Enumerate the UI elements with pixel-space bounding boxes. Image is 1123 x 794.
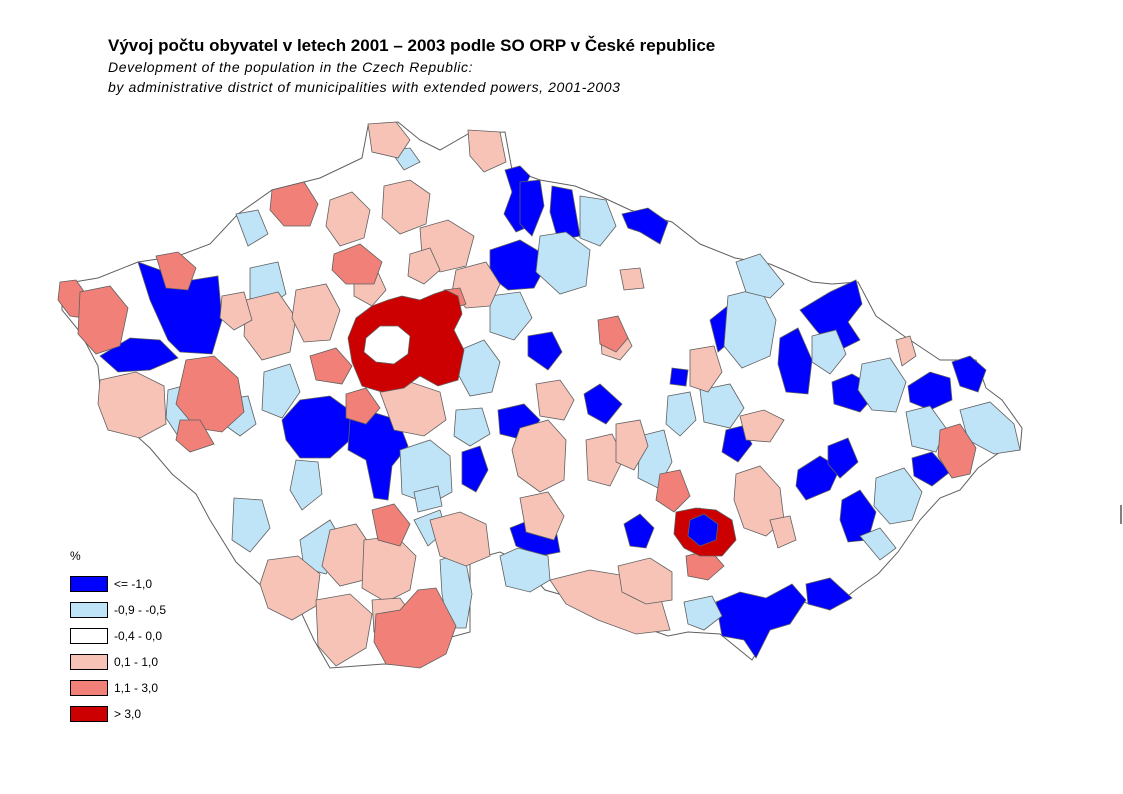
district-shape: [535, 379, 575, 421]
district-shape: [399, 439, 453, 505]
district-shape: [519, 491, 565, 541]
district-shape: [155, 251, 197, 291]
district-shape: [579, 195, 617, 247]
district-shape: [687, 513, 719, 547]
district-shape: [511, 419, 567, 493]
district-shape: [715, 583, 807, 659]
district-shape: [467, 129, 507, 173]
district-shape: [873, 467, 923, 525]
district-shape: [795, 455, 841, 501]
district-shape: [811, 329, 847, 375]
legend-item: -0,4 - 0,0: [70, 623, 166, 649]
district-shape: [243, 291, 297, 361]
district-shape: [325, 191, 371, 247]
district-shape: [585, 433, 625, 487]
legend-item: 1,1 - 3,0: [70, 675, 166, 701]
district-shape: [367, 121, 411, 159]
map-subtitle-line-1: Development of the population in the Cze…: [108, 59, 474, 75]
district-shape: [315, 593, 373, 667]
legend-label: 1,1 - 3,0: [114, 681, 159, 695]
district-shape: [907, 371, 953, 411]
map-title: Vývoj počtu obyvatel v letech 2001 – 200…: [108, 36, 716, 55]
legend-label: -0,9 - -0,5: [114, 603, 167, 617]
district-shape: [489, 291, 533, 341]
district-shape: [699, 383, 745, 429]
district-shape: [407, 247, 441, 285]
district-shape: [911, 451, 951, 487]
district-shapes: [57, 121, 1021, 669]
district-shape: [735, 253, 785, 299]
legend-label: -0,4 - 0,0: [114, 629, 163, 643]
district-shape: [623, 513, 655, 549]
district-shape: [669, 367, 689, 387]
district-shape: [345, 387, 381, 425]
district-shape: [259, 555, 321, 621]
district-shape: [689, 345, 723, 393]
district-shape: [683, 595, 723, 631]
district-shape: [175, 355, 245, 433]
district-shape: [461, 445, 489, 493]
district-shape: [951, 355, 987, 393]
legend-swatch: [70, 602, 108, 618]
legend-swatch: [70, 706, 108, 722]
district-shape: [261, 363, 301, 419]
district-shape: [175, 419, 215, 453]
district-shape: [827, 437, 859, 479]
district-shape: [331, 243, 383, 285]
district-shape: [535, 231, 591, 295]
district-shape: [373, 587, 457, 669]
legend-item: > 3,0: [70, 701, 166, 727]
district-shape: [219, 291, 253, 331]
district-shape: [621, 207, 669, 245]
map-subtitle-line-2: by administrative district of municipali…: [108, 79, 621, 95]
district-shape: [665, 391, 697, 437]
district-shape: [617, 557, 673, 605]
district-shape: [235, 209, 269, 247]
legend-label: > 3,0: [114, 707, 142, 721]
district-shape: [429, 511, 491, 567]
district-shape: [289, 459, 323, 511]
district-shape: [859, 527, 897, 561]
district-shape: [371, 503, 411, 547]
district-shape: [347, 411, 409, 501]
legend-item: -0,9 - -0,5: [70, 597, 166, 623]
district-shape: [363, 325, 411, 365]
district-shape: [231, 497, 271, 553]
district-shape: [381, 179, 431, 235]
district-shape: [739, 409, 785, 443]
district-shape: [583, 383, 623, 425]
legend-item: 0,1 - 1,0: [70, 649, 166, 675]
district-shape: [805, 577, 853, 611]
district-shape: [97, 371, 167, 439]
district-shape: [269, 181, 319, 227]
legend-swatch: [70, 654, 108, 670]
legend-swatch: [70, 576, 108, 592]
legend-item: <= -1,0: [70, 571, 166, 597]
district-shape: [597, 315, 629, 353]
district-shape: [291, 283, 341, 343]
district-shape: [777, 327, 813, 395]
district-shape: [527, 331, 563, 371]
legend-label: 0,1 - 1,0: [114, 655, 159, 669]
district-shape: [309, 347, 353, 385]
legend: % <= -1,0 -0,9 - -0,5 -0,4 - 0,0 0,1 - 1…: [70, 549, 166, 727]
district-shape: [769, 515, 797, 549]
district-shape: [519, 179, 545, 237]
district-shape: [619, 267, 645, 291]
district-shape: [77, 285, 129, 355]
district-shape: [413, 485, 443, 513]
district-shape: [655, 469, 691, 513]
district-shape: [937, 423, 977, 479]
legend-swatch: [70, 680, 108, 696]
legend-title: %: [70, 549, 81, 563]
district-shape: [857, 357, 907, 413]
district-shape: [615, 419, 649, 471]
legend-swatch: [70, 628, 108, 644]
legend-label: <= -1,0: [114, 577, 153, 591]
district-shape: [453, 407, 491, 447]
district-shape: [895, 335, 917, 367]
